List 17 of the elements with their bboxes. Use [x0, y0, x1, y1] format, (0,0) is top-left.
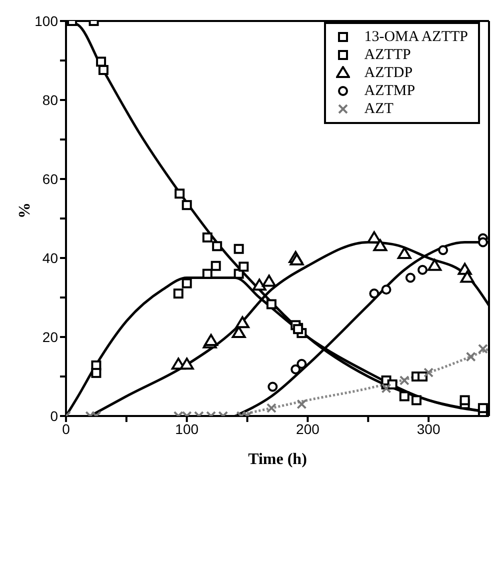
- x-tick-label: 200: [296, 420, 320, 437]
- y-tick-label: 0: [50, 408, 58, 424]
- y-tick-label: 80: [42, 92, 58, 108]
- x-axis-title: Time (h): [248, 451, 307, 468]
- legend-label: AZTDP: [364, 64, 413, 82]
- y-tick-label: 40: [42, 250, 58, 266]
- x-tick-label: 0: [62, 420, 70, 437]
- y-tick-label: 60: [42, 170, 58, 187]
- legend-label: AZT: [364, 100, 394, 118]
- legend-label: AZTMP: [364, 82, 416, 100]
- x-tick-label: 100: [175, 420, 199, 437]
- x-tick-label: 300: [416, 420, 440, 437]
- legend-label: AZTTP: [364, 46, 411, 64]
- y-axis-title: %: [16, 202, 34, 218]
- y-tick-label: 20: [42, 328, 58, 345]
- y-tick-label: 100: [34, 12, 58, 29]
- legend-label: 13-OMA AZTTP: [364, 28, 468, 46]
